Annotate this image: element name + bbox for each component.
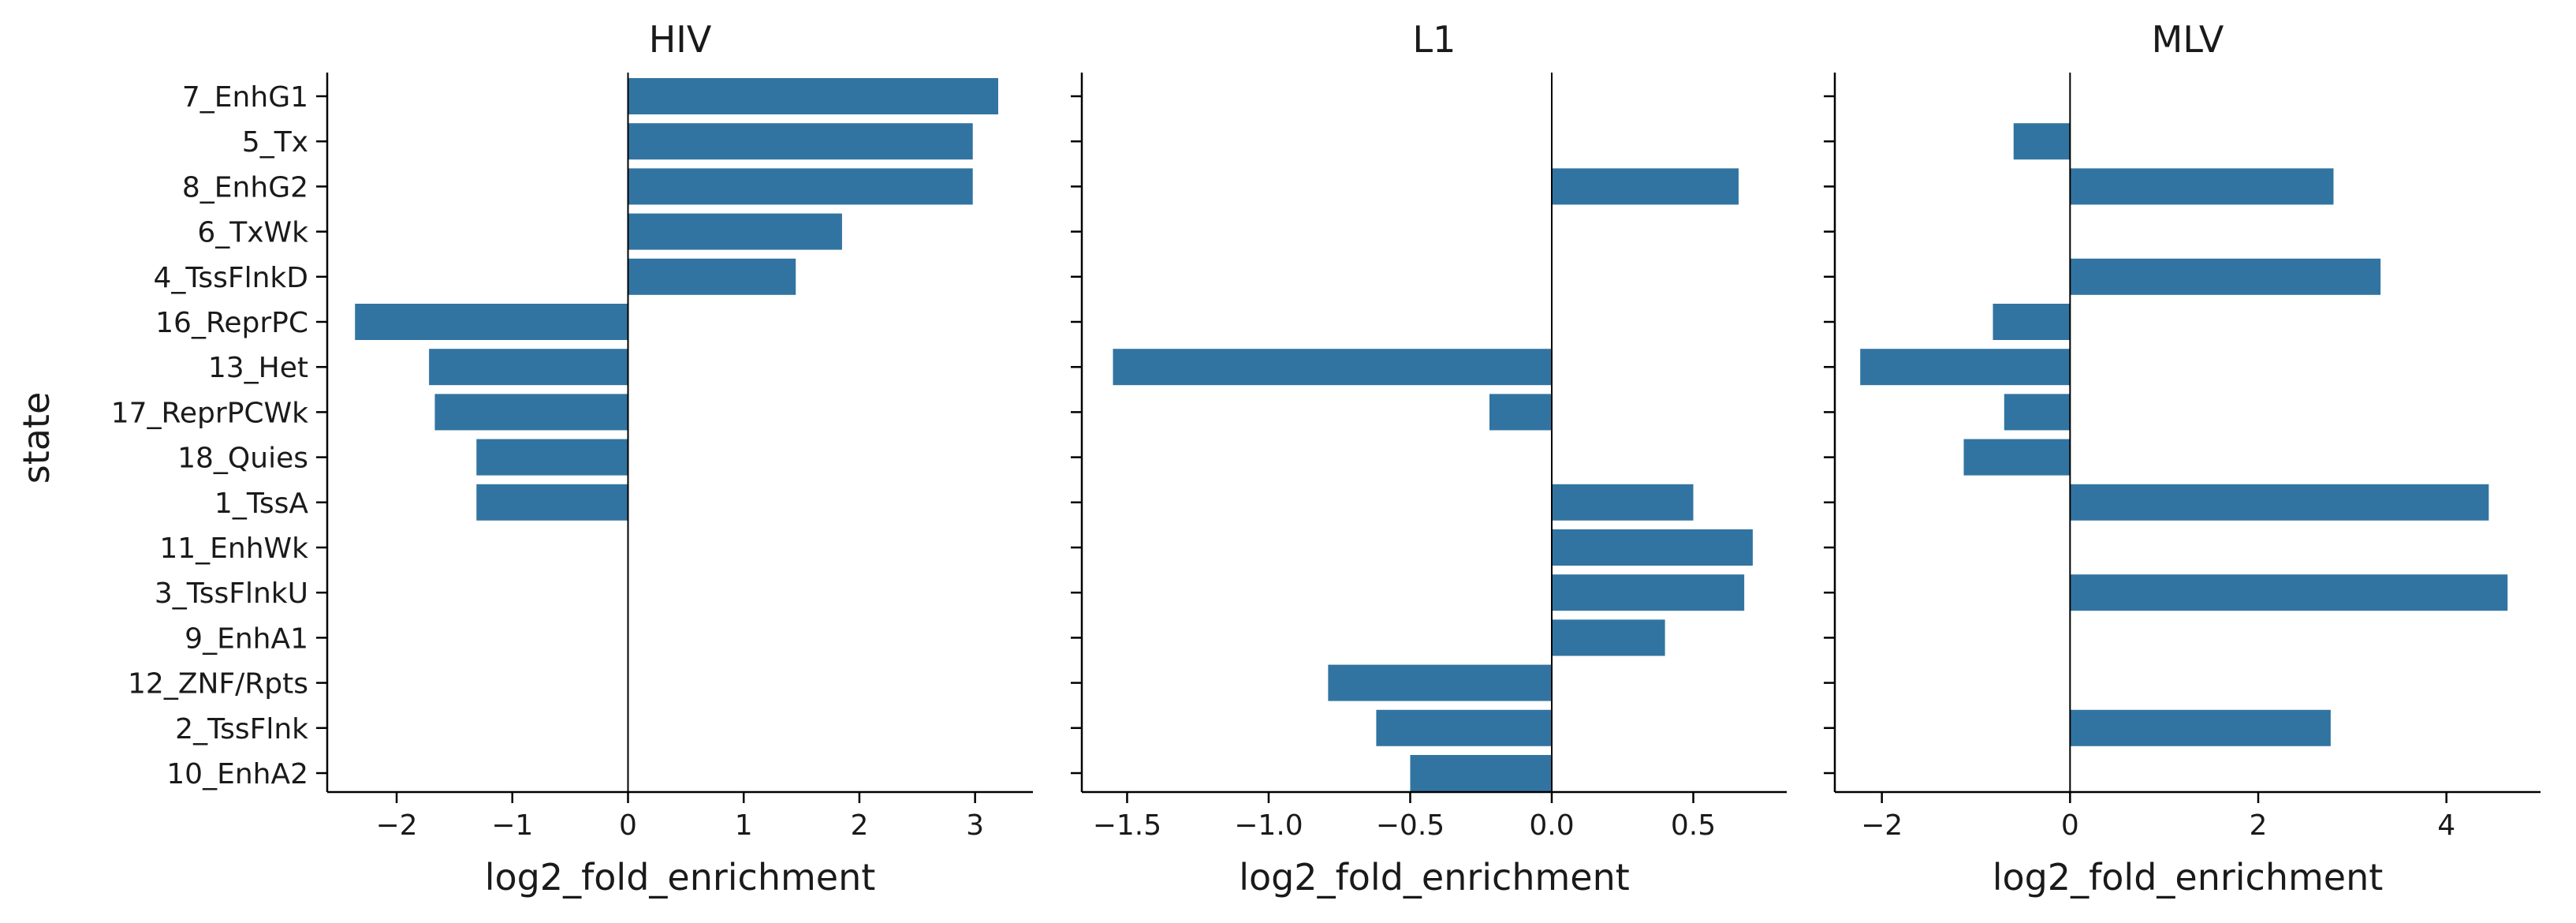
bar-8_EnhG2 bbox=[628, 168, 973, 205]
y-tick-label: 10_EnhA2 bbox=[166, 758, 308, 790]
bar-16_ReprPC bbox=[355, 304, 628, 340]
y-tick-label: 12_ZNF/Rpts bbox=[128, 668, 308, 701]
x-tick-label: 2 bbox=[850, 809, 868, 842]
bar-2_TssFlnk bbox=[1376, 709, 1552, 746]
y-tick-label: 6_TxWk bbox=[197, 217, 308, 249]
bar-17_ReprPCWk bbox=[434, 394, 628, 431]
panel-l1: L1 −1.5 −1.0 −0.5 0.0 0.5 log2_fold_enrichment bbox=[1071, 18, 1787, 899]
bar-1_TssA bbox=[2070, 484, 2489, 521]
bar-3_TssFlnkU bbox=[2070, 574, 2508, 611]
y-tick-label: 16_ReprPC bbox=[155, 307, 308, 339]
x-tick-label: −1.5 bbox=[1093, 809, 1161, 842]
bar-18_Quies bbox=[476, 439, 628, 476]
y-tick-label: 9_EnhA1 bbox=[185, 622, 308, 655]
bar-10_EnhA2 bbox=[1410, 755, 1552, 791]
y-tick-label: 5_Tx bbox=[242, 126, 308, 159]
bar-18_Quies bbox=[1963, 439, 2071, 476]
x-tick-label: 0.0 bbox=[1529, 809, 1574, 842]
x-tick-label: 4 bbox=[2437, 809, 2455, 842]
panel-hiv: HIV 7_EnhG1 5_Tx 8_EnhG2 6_TxWk 4_TssFlnkD 16_… bbox=[111, 18, 1033, 899]
bar-12_ZNF/Rpts bbox=[1328, 664, 1552, 701]
panel-title: L1 bbox=[1413, 18, 1456, 61]
y-tick-label: 7_EnhG1 bbox=[182, 81, 308, 114]
bar-17_ReprPCWk bbox=[2004, 394, 2071, 431]
bar-6_TxWk bbox=[628, 213, 842, 250]
bar-17_ReprPCWk bbox=[1489, 394, 1552, 431]
y-tick-label: 13_Het bbox=[208, 352, 308, 384]
bar-1_TssA bbox=[476, 484, 628, 521]
bar-11_EnhWk bbox=[1552, 529, 1753, 566]
bar-1_TssA bbox=[1552, 484, 1694, 521]
bar-13_Het bbox=[1113, 349, 1552, 386]
y-tick-label: 1_TssA bbox=[214, 488, 308, 520]
panel-mlv: MLV −2 0 2 4 log2_fold_enrichment bbox=[1824, 18, 2541, 899]
bar-4_TssFlnkD bbox=[628, 258, 796, 295]
x-tick-label: −0.5 bbox=[1376, 809, 1445, 842]
x-tick-label: 0 bbox=[619, 809, 637, 842]
bar-13_Het bbox=[429, 349, 628, 386]
y-tick-label: 17_ReprPCWk bbox=[111, 397, 308, 429]
bar-13_Het bbox=[1860, 349, 2071, 386]
bar-16_ReprPC bbox=[1993, 304, 2071, 340]
y-axis-label: state bbox=[15, 392, 58, 484]
bar-5_Tx bbox=[628, 123, 973, 160]
x-axis-label: log2_fold_enrichment bbox=[485, 856, 876, 899]
y-tick-label: 4_TssFlnkD bbox=[153, 262, 308, 294]
x-tick-label: −1.0 bbox=[1234, 809, 1303, 842]
x-tick-label: −2 bbox=[375, 809, 417, 842]
x-tick-label: −1 bbox=[491, 809, 533, 842]
bar-8_EnhG2 bbox=[2070, 168, 2334, 205]
y-tick-label: 18_Quies bbox=[177, 443, 308, 475]
x-axis-label: log2_fold_enrichment bbox=[1993, 856, 2384, 899]
y-tick-label: 3_TssFlnkU bbox=[155, 577, 308, 610]
bar-3_TssFlnkU bbox=[1552, 574, 1745, 611]
bar-9_EnhA1 bbox=[1552, 619, 1665, 656]
x-tick-label: 1 bbox=[735, 809, 753, 842]
x-axis-label: log2_fold_enrichment bbox=[1239, 856, 1630, 899]
panel-title: MLV bbox=[2152, 18, 2224, 61]
x-tick-label: −2 bbox=[1861, 809, 1903, 842]
x-tick-label: 3 bbox=[966, 809, 984, 842]
x-tick-label: 0 bbox=[2061, 809, 2079, 842]
bar-4_TssFlnkD bbox=[2070, 258, 2381, 295]
y-tick-label: 2_TssFlnk bbox=[175, 713, 308, 746]
y-tick-label: 8_EnhG2 bbox=[182, 171, 308, 204]
x-tick-label: 0.5 bbox=[1671, 809, 1716, 842]
bar-2_TssFlnk bbox=[2070, 709, 2331, 746]
bar-7_EnhG1 bbox=[628, 78, 998, 114]
y-tick-label: 11_EnhWk bbox=[159, 532, 308, 565]
bar-8_EnhG2 bbox=[1552, 168, 1739, 205]
panel-title: HIV bbox=[649, 18, 712, 61]
bar-5_Tx bbox=[2013, 123, 2071, 160]
x-tick-label: 2 bbox=[2250, 809, 2268, 842]
